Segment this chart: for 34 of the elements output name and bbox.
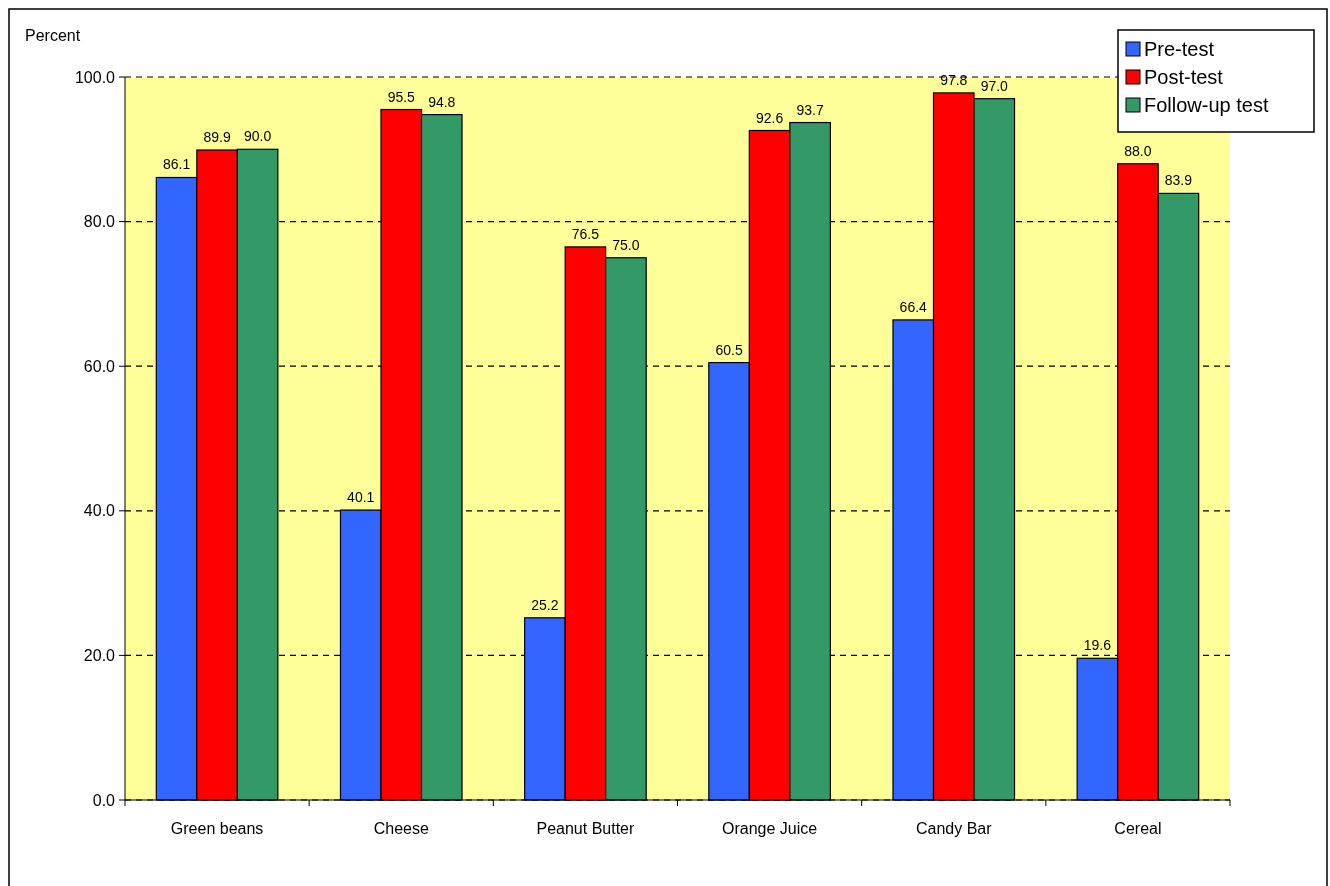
data-label: 97.8 bbox=[940, 71, 968, 88]
legend-label: Follow-up test bbox=[1144, 94, 1269, 116]
y-tick-label: 60.0 bbox=[83, 357, 116, 375]
data-label: 19.6 bbox=[1083, 637, 1112, 654]
data-label: 92.6 bbox=[755, 109, 784, 126]
data-label: 93.7 bbox=[796, 101, 824, 118]
data-label: 97.0 bbox=[980, 77, 1009, 94]
x-tick-label: Orange Juice bbox=[722, 820, 818, 837]
data-label: 83.9 bbox=[1164, 172, 1193, 189]
data-label: 75.0 bbox=[612, 236, 640, 253]
data-label: 86.1 bbox=[162, 156, 191, 173]
x-tick-label: Cheese bbox=[373, 820, 429, 837]
x-tick-label: Candy Bar bbox=[915, 820, 993, 837]
data-label: 25.2 bbox=[531, 596, 559, 613]
y-tick-label: 40.0 bbox=[83, 502, 116, 520]
data-label: 95.5 bbox=[387, 88, 416, 105]
y-axis-title: Percent bbox=[25, 27, 81, 44]
legend-label: Post-test bbox=[1144, 66, 1224, 88]
y-tick-label: 20.0 bbox=[83, 647, 116, 664]
data-label: 40.1 bbox=[347, 489, 375, 506]
legend-label: Pre-test bbox=[1144, 38, 1215, 60]
y-tick-label: 100.0 bbox=[74, 68, 116, 86]
x-tick-label: Green beans bbox=[170, 820, 264, 837]
data-label: 88.0 bbox=[1124, 142, 1152, 159]
data-label: 66.4 bbox=[899, 298, 928, 315]
data-label: 60.5 bbox=[715, 341, 743, 358]
y-tick-label: 80.0 bbox=[83, 213, 116, 231]
x-tick-label: Peanut Butter bbox=[536, 820, 636, 837]
data-label: 89.9 bbox=[203, 129, 231, 146]
x-tick-label: Cereal bbox=[1114, 820, 1162, 837]
data-label: 94.8 bbox=[428, 93, 456, 110]
y-tick-label: 0.0 bbox=[92, 791, 116, 809]
data-label: 76.5 bbox=[571, 225, 600, 242]
data-label: 90.0 bbox=[243, 128, 272, 145]
